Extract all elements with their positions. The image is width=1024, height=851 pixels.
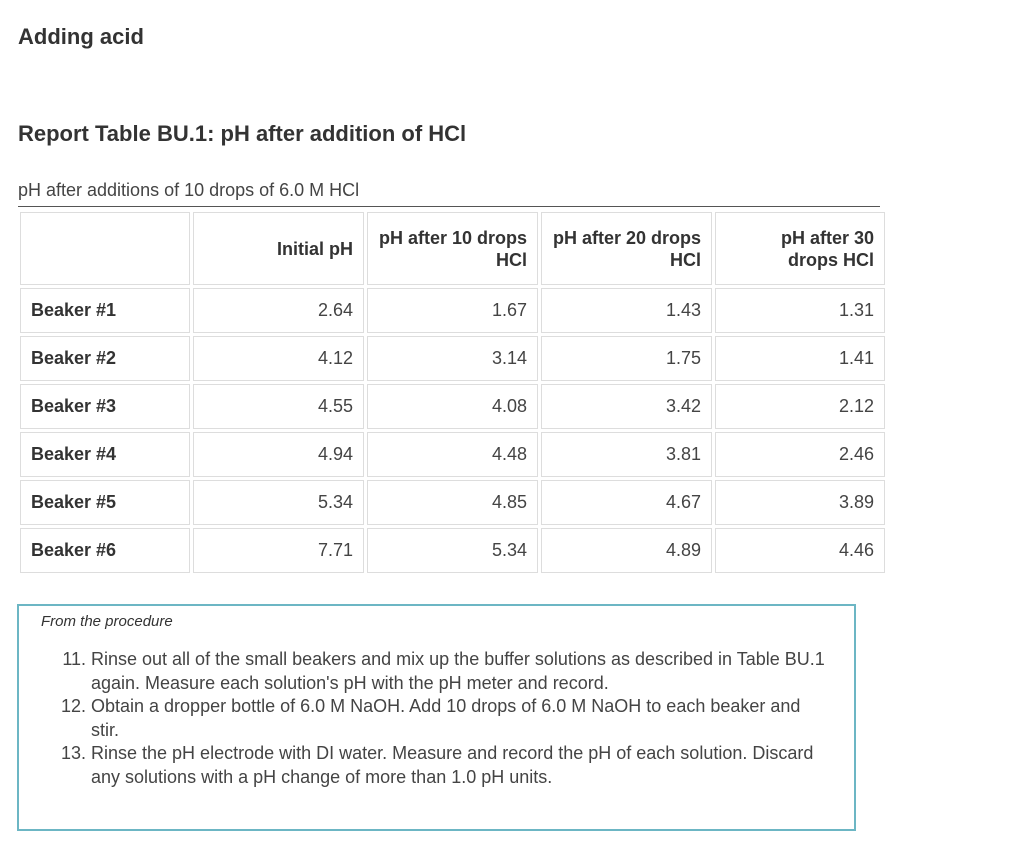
table-cell: 1.67 <box>367 288 538 333</box>
table-cell: 7.71 <box>193 528 364 573</box>
table-cell: 4.48 <box>367 432 538 477</box>
table-title: Report Table BU.1: pH after addition of … <box>18 121 467 146</box>
table-cell: 1.41 <box>715 336 885 381</box>
table-cell: 3.42 <box>541 384 712 429</box>
table-row: Beaker #4 4.94 4.48 3.81 2.46 <box>20 432 885 477</box>
table-row: Beaker #5 5.34 4.85 4.67 3.89 <box>20 480 885 525</box>
table-cell: 4.67 <box>541 480 712 525</box>
table-cell: 2.64 <box>193 288 364 333</box>
table-cell: 1.31 <box>715 288 885 333</box>
table-row: Beaker #1 2.64 1.67 1.43 1.31 <box>20 288 885 333</box>
page-heading: Adding acid <box>18 24 144 49</box>
table-cell: 4.12 <box>193 336 364 381</box>
procedure-step: Obtain a dropper bottle of 6.0 M NaOH. A… <box>91 695 832 742</box>
row-label: Beaker #3 <box>20 384 190 429</box>
ph-data-table: Initial pH pH after 10 drops HCl pH afte… <box>17 209 888 576</box>
table-header-cell: pH after 20 drops HCl <box>541 212 712 285</box>
procedure-step: Rinse out all of the small beakers and m… <box>91 648 832 695</box>
table-header-cell: pH after 10 drops HCl <box>367 212 538 285</box>
procedure-steps: Rinse out all of the small beakers and m… <box>41 648 832 789</box>
table-row: Beaker #6 7.71 5.34 4.89 4.46 <box>20 528 885 573</box>
row-label: Beaker #2 <box>20 336 190 381</box>
table-cell: 2.12 <box>715 384 885 429</box>
table-caption: pH after additions of 10 drops of 6.0 M … <box>18 178 880 207</box>
table-cell: 3.81 <box>541 432 712 477</box>
table-cell: 1.43 <box>541 288 712 333</box>
table-header-row: Initial pH pH after 10 drops HCl pH afte… <box>20 212 885 285</box>
table-header-cell: pH after 30 drops HCl <box>715 212 885 285</box>
table-cell: 3.89 <box>715 480 885 525</box>
table-header-cell: Initial pH <box>193 212 364 285</box>
table-cell: 5.34 <box>193 480 364 525</box>
table-cell: 4.08 <box>367 384 538 429</box>
table-cell: 4.85 <box>367 480 538 525</box>
table-cell: 4.94 <box>193 432 364 477</box>
table-cell: 4.46 <box>715 528 885 573</box>
table-cell: 1.75 <box>541 336 712 381</box>
table-row: Beaker #2 4.12 3.14 1.75 1.41 <box>20 336 885 381</box>
table-header-cell <box>20 212 190 285</box>
table-cell: 4.55 <box>193 384 364 429</box>
row-label: Beaker #5 <box>20 480 190 525</box>
procedure-box: From the procedure Rinse out all of the … <box>17 604 856 831</box>
table-cell: 5.34 <box>367 528 538 573</box>
table-row: Beaker #3 4.55 4.08 3.42 2.12 <box>20 384 885 429</box>
row-label: Beaker #6 <box>20 528 190 573</box>
table-cell: 4.89 <box>541 528 712 573</box>
procedure-title: From the procedure <box>41 613 173 630</box>
table-cell: 2.46 <box>715 432 885 477</box>
row-label: Beaker #4 <box>20 432 190 477</box>
procedure-step: Rinse the pH electrode with DI water. Me… <box>91 742 832 789</box>
row-label: Beaker #1 <box>20 288 190 333</box>
table-cell: 3.14 <box>367 336 538 381</box>
